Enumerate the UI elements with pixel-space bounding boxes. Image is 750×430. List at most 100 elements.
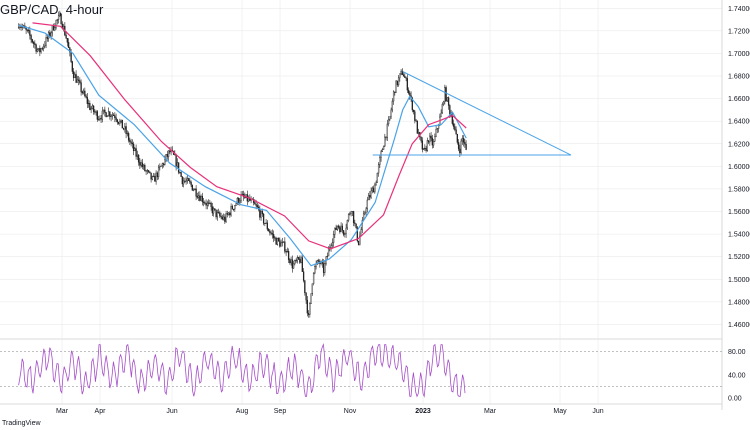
candle-body bbox=[311, 283, 313, 294]
candle-body bbox=[85, 95, 87, 98]
candle-body bbox=[210, 202, 212, 207]
candle-body bbox=[214, 208, 216, 211]
candle-body bbox=[351, 211, 353, 213]
candle-body bbox=[49, 32, 51, 37]
price-tick-label: 1.74000 bbox=[728, 6, 750, 13]
candle-body bbox=[149, 171, 151, 174]
candle-body bbox=[51, 25, 54, 34]
candle-body bbox=[429, 135, 431, 143]
candle-body bbox=[194, 188, 196, 191]
candle-body bbox=[347, 214, 350, 221]
candle-body bbox=[376, 172, 378, 183]
candle-body bbox=[301, 257, 303, 272]
candle-body bbox=[307, 312, 310, 315]
candle-body bbox=[395, 80, 397, 93]
candle-body bbox=[377, 164, 380, 174]
candle-body bbox=[217, 212, 220, 214]
candle-body bbox=[46, 37, 49, 39]
candle-body bbox=[389, 116, 391, 120]
candle-body bbox=[381, 149, 383, 152]
price-tick-label: 1.52000 bbox=[728, 254, 750, 261]
candle-body bbox=[129, 140, 131, 142]
candle-body bbox=[31, 39, 33, 43]
candle-body bbox=[314, 266, 316, 274]
candle-body bbox=[101, 110, 104, 120]
candle-body bbox=[297, 257, 300, 260]
candle-body bbox=[391, 100, 393, 111]
candle-body bbox=[99, 118, 101, 120]
price-tick-label: 1.64000 bbox=[728, 119, 750, 126]
candle-body bbox=[229, 212, 231, 216]
candle-body bbox=[341, 225, 343, 231]
candle-body bbox=[400, 70, 402, 74]
candle-body bbox=[177, 162, 180, 173]
candle-body bbox=[432, 141, 435, 146]
candle-body bbox=[324, 263, 326, 273]
price-tick-label: 1.68000 bbox=[728, 74, 750, 81]
candle-body bbox=[121, 119, 124, 129]
candle-body bbox=[67, 42, 70, 48]
candle-body bbox=[299, 259, 301, 263]
candle-body bbox=[182, 180, 185, 185]
candle-body bbox=[74, 74, 76, 79]
candle-body bbox=[36, 49, 39, 52]
candle-body bbox=[339, 227, 341, 233]
candle-body bbox=[41, 48, 44, 50]
candle-body bbox=[356, 227, 358, 242]
candle-body bbox=[120, 119, 122, 122]
candle-body bbox=[431, 137, 433, 146]
candle-body bbox=[330, 245, 332, 248]
candle-body bbox=[219, 212, 221, 217]
time-tick-label: Mar bbox=[56, 408, 69, 415]
candle-body bbox=[441, 103, 443, 114]
candle-body bbox=[295, 260, 297, 262]
candle-body bbox=[446, 97, 448, 102]
price-tick-label: 1.54000 bbox=[728, 232, 750, 239]
candle-body bbox=[37, 48, 40, 50]
candle-body bbox=[367, 195, 370, 201]
candle-body bbox=[137, 154, 140, 163]
candle-body bbox=[331, 242, 333, 246]
candle-body bbox=[114, 115, 116, 118]
candle-body bbox=[205, 203, 207, 206]
candle-body bbox=[342, 230, 345, 235]
candle-body bbox=[94, 111, 96, 113]
candle-body bbox=[436, 128, 438, 130]
candle-body bbox=[345, 227, 347, 235]
candle-body bbox=[372, 187, 375, 193]
candle-body bbox=[184, 180, 186, 182]
price-tick-label: 1.50000 bbox=[728, 277, 750, 284]
candle-body bbox=[355, 223, 357, 228]
candle-body bbox=[77, 79, 80, 81]
candle-body bbox=[164, 158, 166, 165]
candle-body bbox=[382, 145, 385, 150]
candle-body bbox=[19, 26, 21, 28]
candle-body bbox=[262, 213, 265, 224]
candle-body bbox=[186, 178, 188, 182]
candle-body bbox=[426, 140, 428, 151]
candle-body bbox=[69, 47, 71, 53]
candle-body bbox=[50, 32, 52, 37]
price-tick-label: 1.66000 bbox=[728, 96, 750, 103]
candle-body bbox=[106, 115, 109, 118]
candle-body bbox=[327, 248, 330, 257]
descending-trendline bbox=[402, 71, 572, 156]
candle-body bbox=[281, 241, 283, 244]
candle-body bbox=[20, 26, 22, 28]
candle-body bbox=[305, 292, 307, 301]
candle-body bbox=[379, 157, 381, 165]
candle-body bbox=[92, 105, 95, 112]
candle-body bbox=[385, 136, 387, 138]
candle-body bbox=[146, 170, 148, 172]
price-tick-label: 1.60000 bbox=[728, 164, 750, 171]
candle-body bbox=[266, 222, 268, 230]
candle-body bbox=[414, 111, 416, 121]
candle-body bbox=[75, 74, 77, 83]
candle-body bbox=[464, 142, 466, 145]
candle-body bbox=[152, 175, 155, 177]
candle-body bbox=[65, 34, 67, 39]
candle-body bbox=[147, 170, 150, 172]
candle-body bbox=[255, 204, 257, 206]
price-tick-label: 1.62000 bbox=[728, 141, 750, 148]
candle-body bbox=[267, 229, 270, 232]
